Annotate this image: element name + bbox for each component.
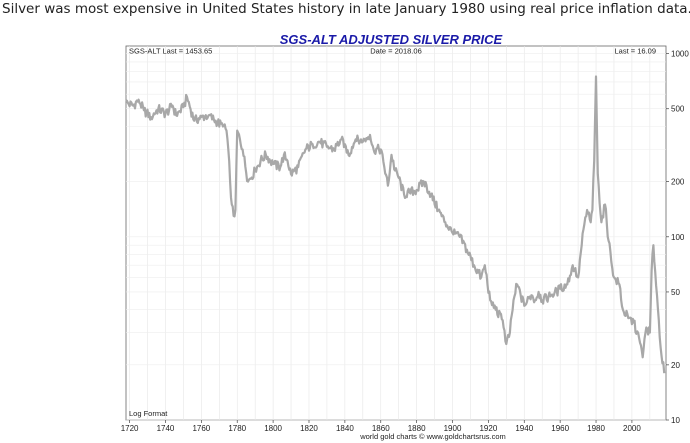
x-tick-label: 1880 (408, 424, 426, 433)
x-tick-label: 2000 (623, 424, 641, 433)
x-axis-ticks: 1720 1740 1760 1780 1800 1820 1840 1860 1880 1900… (121, 420, 641, 433)
x-tick-label: 1940 (515, 424, 533, 433)
x-tick-label: 1980 (587, 424, 605, 433)
y-tick-label: 10 (671, 416, 680, 425)
plot-area (125, 45, 667, 421)
series-line-silver-price (125, 75, 666, 374)
y-tick-label: 100 (671, 233, 685, 242)
x-tick-label: 1720 (121, 424, 139, 433)
header-left: SGS-ALT Last = 1453.65 (129, 47, 212, 56)
chart-title: SGS-ALT ADJUSTED SILVER PRICE (280, 32, 503, 47)
x-tick-label: 1920 (479, 424, 497, 433)
scale-note: Log Format (129, 409, 168, 418)
y-tick-label: 20 (671, 361, 680, 370)
x-tick-label: 1960 (551, 424, 569, 433)
y-tick-label: 50 (671, 288, 680, 297)
y-tick-label: 200 (671, 178, 685, 187)
x-tick-label: 1740 (157, 424, 175, 433)
header-center: Date = 2018.06 (370, 47, 422, 56)
x-tick-label: 1760 (192, 424, 210, 433)
header-right: Last = 16.09 (615, 47, 657, 56)
chart-credit: world gold charts © www.goldchartsrus.co… (359, 432, 506, 441)
figure-caption: Silver was most expensive in United Stat… (2, 1, 690, 17)
x-tick-label: 1840 (336, 424, 354, 433)
y-tick-label: 500 (671, 105, 685, 114)
grid-horizontal (126, 53, 666, 421)
x-tick-label: 1800 (264, 424, 282, 433)
y-axis-ticks: 10 20 50 100 200 500 1000 (666, 50, 689, 425)
y-tick-label: 1000 (671, 50, 689, 59)
x-tick-label: 1780 (228, 424, 246, 433)
grid-vertical (129, 46, 651, 420)
x-tick-label: 1860 (372, 424, 390, 433)
x-tick-label: 1820 (300, 424, 318, 433)
x-tick-label: 1900 (444, 424, 462, 433)
